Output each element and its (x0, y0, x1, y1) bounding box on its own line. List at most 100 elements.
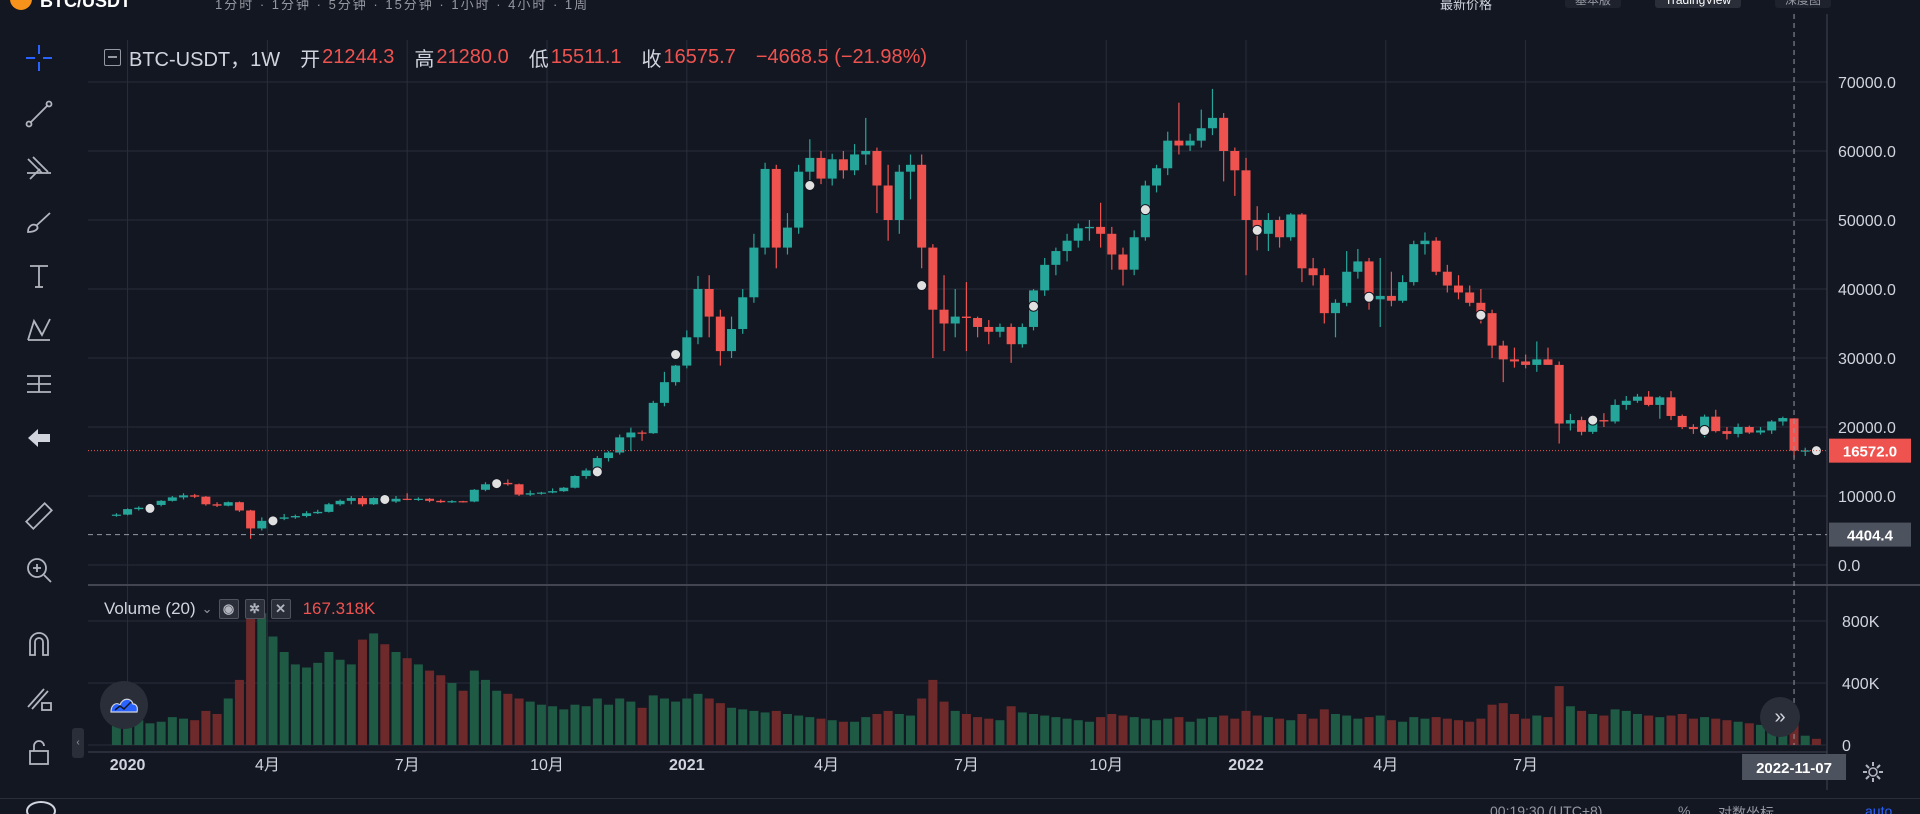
double-chevron-right-icon: » (1774, 705, 1786, 728)
candle-body (872, 151, 882, 186)
event-markers (144, 180, 1822, 527)
volume-bar (1174, 717, 1184, 745)
brush-tool[interactable] (19, 202, 59, 242)
timezone-label[interactable]: 00:19:30 (UTC+8) (1490, 803, 1603, 814)
lock-drawings-tool[interactable] (19, 678, 59, 718)
crosshair-date-badge (1742, 754, 1847, 780)
mode-depth-button[interactable]: 深度图 (1775, 0, 1832, 8)
candle-body (715, 316, 725, 352)
zoom-in-icon (27, 558, 52, 583)
candle-body (570, 475, 580, 488)
candle-body (1476, 302, 1486, 314)
volume-bar (246, 605, 256, 745)
price-type-selector[interactable]: 最新价格 (1440, 0, 1493, 12)
close-icon[interactable]: ✕ (270, 599, 291, 619)
symbol-title[interactable]: BTC-USDT，1W (129, 48, 281, 71)
ruler-tool[interactable] (19, 496, 59, 536)
candle-body (1610, 404, 1620, 422)
time-tick-label: 10月 (530, 757, 564, 774)
interval-selector[interactable]: 1分时 · 1分钟 · 5分钟 · 15分钟 · 1小时 · 4小时 · 1周 (215, 0, 590, 12)
trendline-tool[interactable] (19, 94, 59, 134)
gear-icon[interactable]: ✲ (244, 599, 265, 619)
volume-bar (1711, 718, 1721, 745)
candle-body (1330, 302, 1340, 314)
volume-bar (1196, 718, 1206, 745)
volume-bar (1219, 715, 1229, 745)
magnet-tool[interactable] (19, 624, 59, 664)
volume-bar (738, 709, 748, 745)
volume-bar (1487, 704, 1497, 745)
candle-body (1107, 233, 1117, 255)
crosshair-date-label: 2022-11-07 (1756, 760, 1832, 777)
symbol-label[interactable]: BTC/USDT (40, 0, 131, 11)
candle-body (928, 247, 938, 310)
eye-toggle-icon[interactable]: ◉ (218, 599, 239, 619)
volume-bar (313, 662, 323, 745)
chevron-down-icon[interactable]: ⌄ (201, 601, 213, 616)
dividend-marker (591, 466, 603, 478)
candle-body (626, 432, 636, 438)
mode-basic-button[interactable]: 基本版 (1565, 0, 1622, 8)
candle-body (816, 157, 826, 179)
candle-body (1196, 128, 1206, 141)
volume-bar (1118, 715, 1128, 745)
volume-bar (1409, 717, 1419, 745)
volume-bar (559, 709, 569, 745)
volume-bar (357, 639, 367, 745)
volume-bar (950, 710, 960, 745)
candle-body (559, 487, 569, 492)
candle-body (1286, 214, 1296, 238)
candle-body (1420, 240, 1430, 245)
volume-bar (771, 710, 781, 745)
eye-icon[interactable] (26, 801, 56, 814)
volume-bar (1364, 717, 1374, 745)
volume-title[interactable]: Volume (20) (104, 599, 196, 618)
candle-body (111, 514, 121, 516)
collapse-legend-icon[interactable] (104, 48, 121, 66)
candle-body (279, 517, 289, 519)
volume-bar (1386, 720, 1396, 745)
volume-bar (1140, 718, 1150, 745)
volume-bar (1442, 718, 1452, 745)
time-tick-label: 4月 (814, 757, 839, 774)
percent-toggle[interactable]: % (1678, 803, 1691, 814)
fib-tool[interactable] (19, 148, 59, 188)
volume-bar (223, 698, 233, 745)
dividend-marker (1139, 204, 1151, 216)
volume-bar (190, 720, 200, 745)
candle-body (447, 501, 457, 503)
lock-tool[interactable] (19, 732, 59, 772)
pattern-tool[interactable] (19, 310, 59, 350)
auto-scale-toggle[interactable]: auto (1865, 803, 1893, 814)
text-tool[interactable] (19, 256, 59, 296)
volume-bar (179, 718, 189, 745)
candle-body (671, 365, 681, 383)
candle-body (760, 168, 770, 248)
volume-bar (458, 690, 468, 745)
candle-body (1599, 420, 1609, 422)
low-value: 15511.1 (550, 45, 622, 68)
zoom-in-tool[interactable] (19, 550, 59, 590)
drawing-toolbar (0, 14, 78, 814)
measure-tool[interactable] (19, 364, 59, 404)
candle-body (637, 432, 647, 434)
candle-body (357, 498, 367, 505)
log-scale-toggle[interactable]: 对数坐标 (1718, 805, 1774, 814)
price-tick-label: 50000.0 (1838, 213, 1896, 230)
candle-body (1509, 359, 1519, 362)
settings-gear-icon[interactable] (1858, 757, 1888, 787)
time-tick-label: 10月 (1089, 757, 1123, 774)
price-tick-label: 70000.0 (1838, 75, 1896, 92)
mode-tradingview-button[interactable]: TradingView (1655, 0, 1742, 8)
collapse-toolbar-button[interactable]: ‹ (72, 728, 84, 758)
tradingview-logo-icon[interactable] (100, 681, 148, 729)
volume-legend: Volume (20) ⌄ ◉ ✲ ✕ 167.318K (104, 597, 375, 621)
volume-bar (984, 718, 994, 745)
crosshair-tool[interactable] (19, 38, 59, 78)
candle-body (1454, 285, 1464, 293)
scroll-to-realtime-button[interactable]: » (1760, 697, 1800, 737)
open-label: 开 (300, 48, 321, 71)
back-tool[interactable] (19, 418, 59, 458)
volume-tick-label: 800K (1842, 614, 1880, 631)
